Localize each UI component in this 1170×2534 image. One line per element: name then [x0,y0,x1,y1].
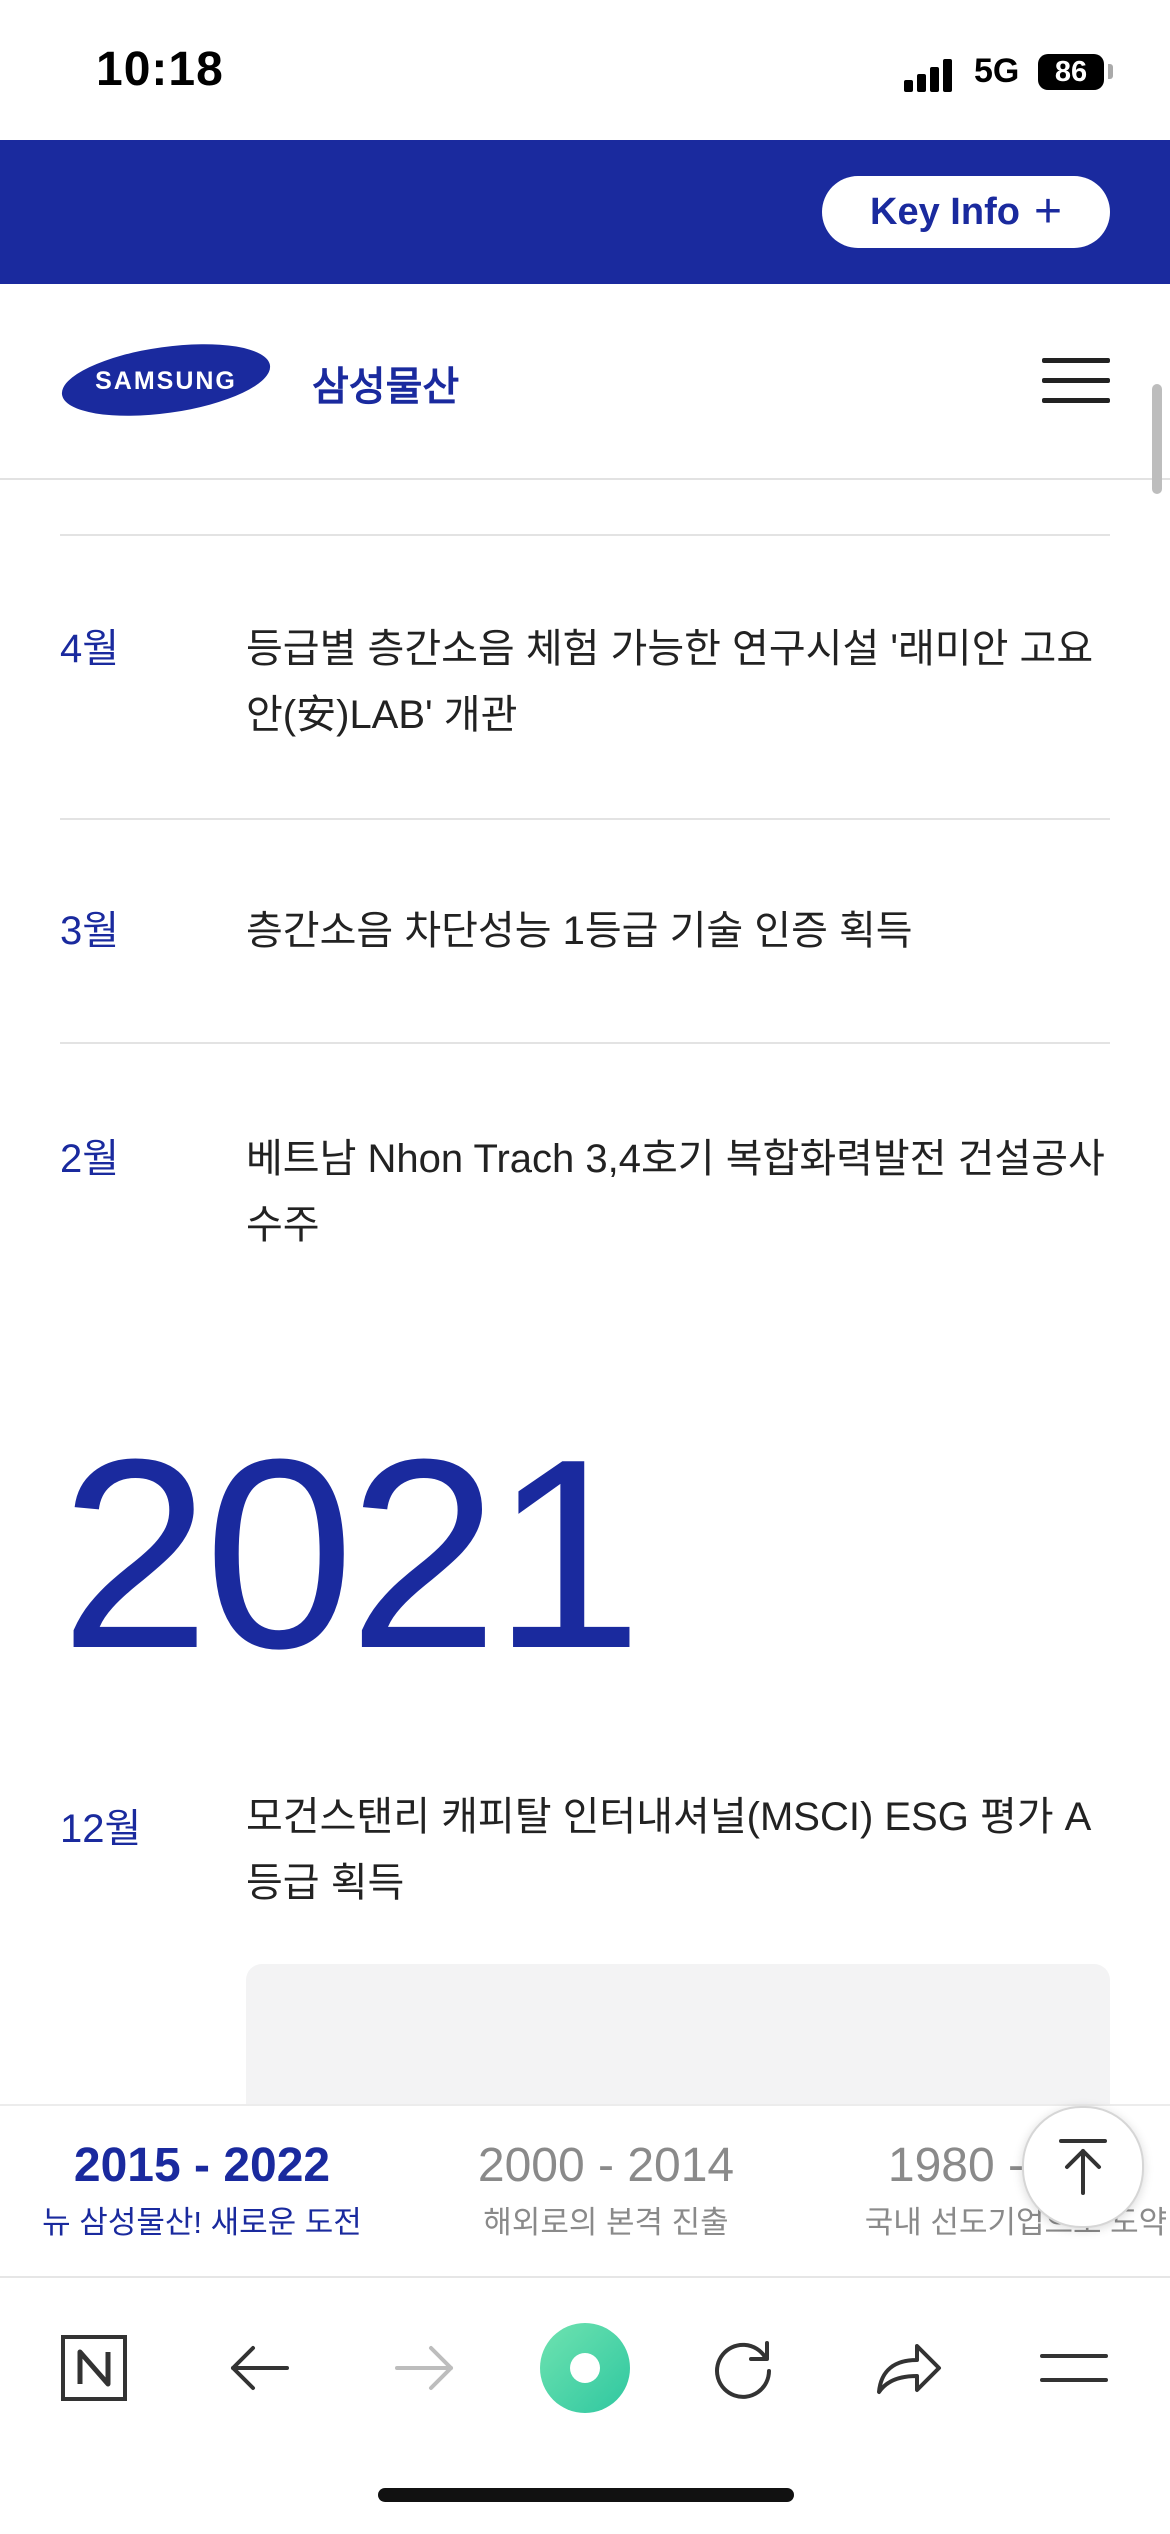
logo-text: SAMSUNG [95,367,237,395]
entry-text: 모건스탠리 캐피탈 인터내셔널(MSCI) ESG 평가 A 등급 획득 [246,1795,1090,1905]
year-heading: 2021 [60,1404,643,1705]
timeline-entry: 12월 모건스탠리 캐피탈 인터내셔널(MSCI) ESG 평가 A 등급 획득 [60,1784,1110,1916]
samsung-logo[interactable]: SAMSUNG [60,344,272,416]
entry-text: 베트남 Nhon Trach 3,4호기 복합화력발전 건설공사 수주 [246,1137,1105,1247]
status-bar: 10:18 5G 86 [0,0,1170,140]
scroll-to-top-button[interactable] [1022,2106,1144,2228]
battery-icon: 86 [1038,54,1104,90]
timeline-entry: 3월 층간소음 차단성능 1등급 기술 인증 획득 [60,818,1110,1042]
top-banner: Key Info + [0,140,1170,284]
entry-text: 층간소음 차단성능 1등급 기술 인증 획득 [246,909,913,953]
entry-text: 등급별 층간소음 체험 가능한 연구시설 '래미안 고요안(安)LAB' 개관 [246,627,1094,737]
timeline-entry: 4월 등급별 층간소음 체험 가능한 연구시설 '래미안 고요안(安)LAB' … [60,534,1110,818]
era-tab-2000-2014[interactable]: 2000 - 2014 해외로의 본격 진출 [436,2106,776,2242]
status-time: 10:18 [96,43,224,96]
key-info-label: Key Info [870,190,1020,233]
battery-cap [1108,64,1113,79]
entry-month: 2월 [60,1137,120,1181]
naver-n-icon[interactable] [54,2328,134,2408]
hamburger-menu-icon[interactable] [1042,358,1110,404]
brand-name[interactable]: 삼성물산 [312,365,460,409]
era-tab-bar: 2015 - 2022 뉴 삼성물산! 새로운 도전 2000 - 2014 해… [0,2104,1170,2278]
home-indicator [378,2488,794,2502]
plus-icon: + [1033,185,1062,238]
era-tab-2015-2022[interactable]: 2015 - 2022 뉴 삼성물산! 새로운 도전 [30,2106,374,2242]
era-range: 2000 - 2014 [477,2139,735,2192]
menu-icon[interactable] [1034,2328,1114,2408]
timeline-entry: 2월 베트남 Nhon Trach 3,4호기 복합화력발전 건설공사 수주 [60,1042,1110,1324]
network-type: 5G [974,52,1020,90]
era-subtitle: 해외로의 본격 진출 [483,2205,729,2240]
entry-month: 4월 [60,627,120,671]
back-arrow-icon[interactable] [220,2328,300,2408]
signal-icon [904,58,956,92]
era-subtitle: 뉴 삼성물산! 새로운 도전 [42,2205,362,2240]
entry-month: 3월 [60,909,120,953]
arrow-up-icon [1059,2139,1107,2195]
site-header: SAMSUNG 삼성물산 [0,284,1170,480]
share-icon[interactable] [868,2328,948,2408]
forward-arrow-icon[interactable] [384,2328,464,2408]
era-range: 2015 - 2022 [73,2139,331,2192]
green-circle-icon[interactable] [538,2321,632,2415]
key-info-button[interactable]: Key Info + [822,176,1110,248]
page-scrollbar[interactable] [1152,384,1162,494]
entry-month: 12월 [60,1807,142,1851]
timeline-list: 4월 등급별 층간소음 체험 가능한 연구시설 '래미안 고요안(安)LAB' … [60,534,1110,1324]
refresh-icon[interactable] [704,2328,784,2408]
